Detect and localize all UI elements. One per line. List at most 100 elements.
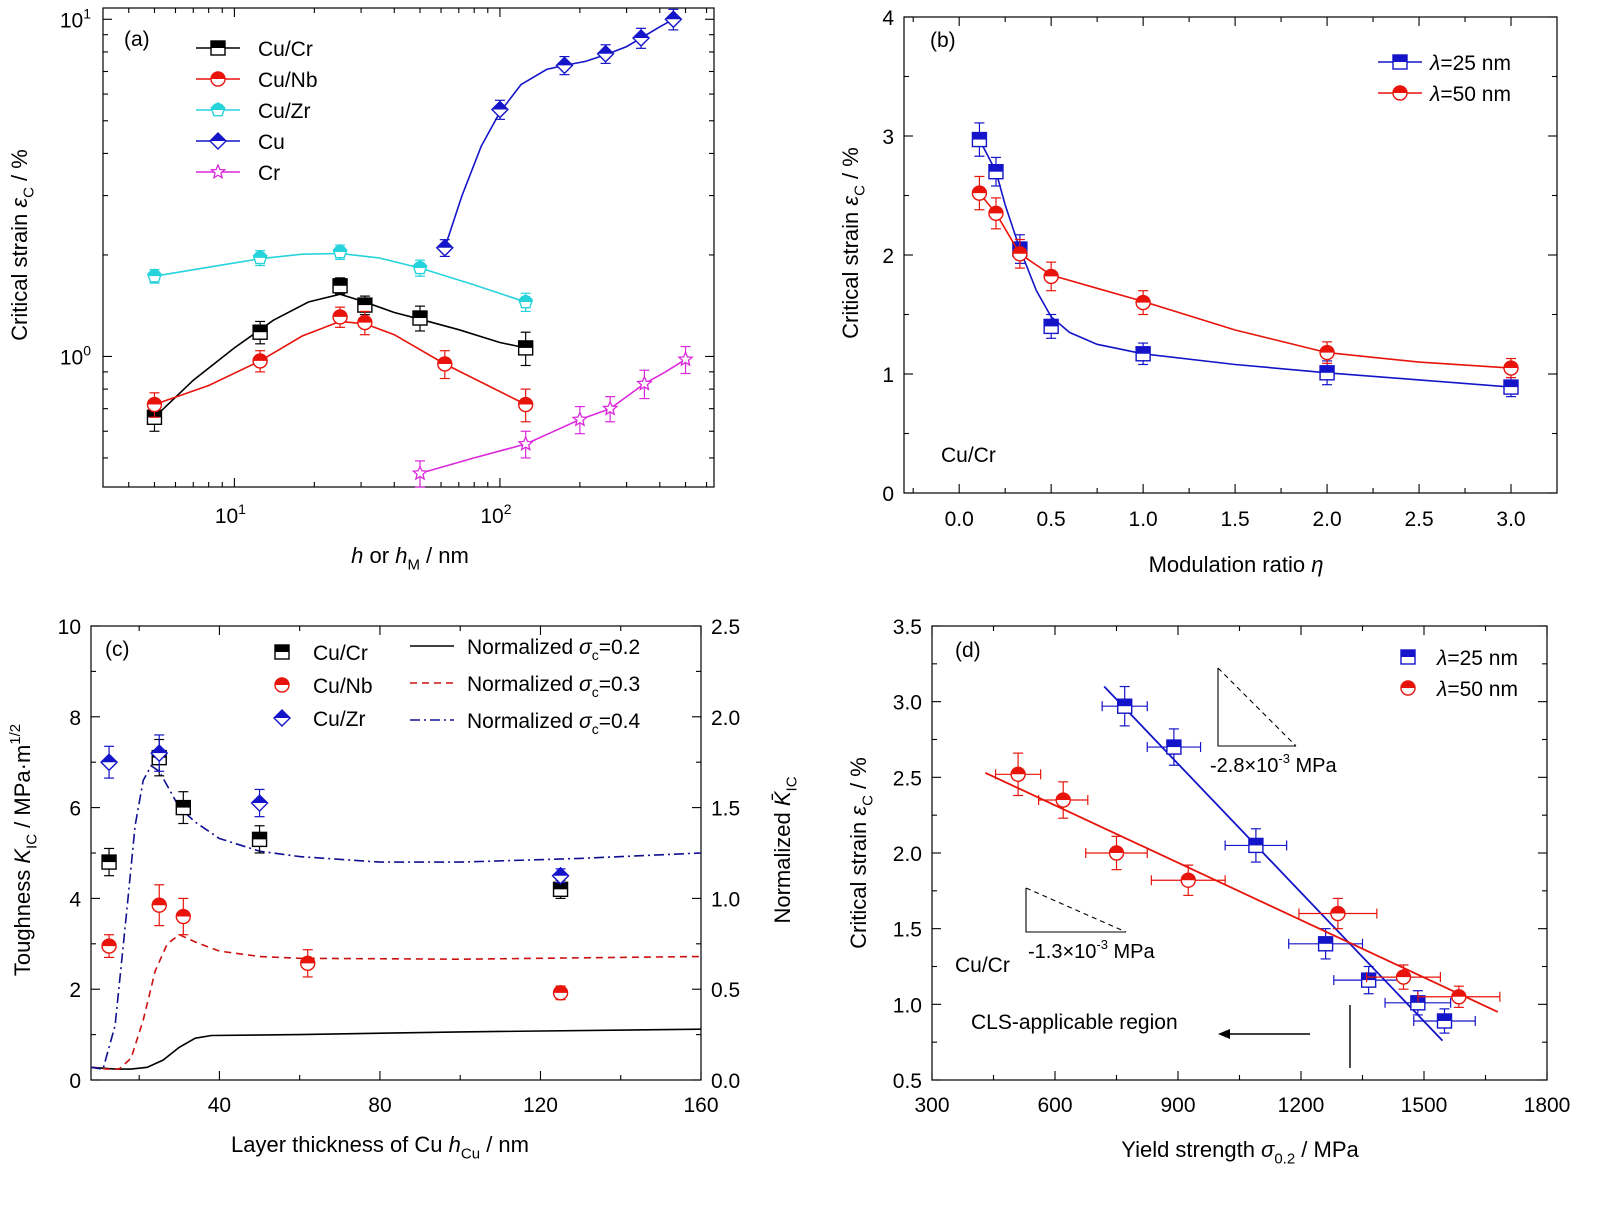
legend-item [196,102,240,117]
data-point [551,866,570,885]
data-point [1330,905,1346,922]
legend-text: Normalized [467,673,579,696]
legend-marker [274,644,290,660]
legend-symbol: σ [579,673,593,696]
x-tick-label: 900 [1160,1094,1195,1117]
y-tick-label: 1.5 [893,919,922,942]
legend-marker [1400,649,1416,665]
data-point [1248,837,1264,854]
x-tick-label: 80 [368,1094,391,1117]
data-point [677,350,694,367]
legend-subscript: c [592,721,599,737]
marker-fill [211,103,225,110]
y-tick-label: 1 [882,364,894,387]
marker-fill [210,133,226,141]
fit-line [1103,685,1444,1042]
marker-fill [147,269,162,277]
label-subscript: Cu [461,1146,480,1163]
marker-fill [1248,838,1263,846]
y-tick-label: 4 [69,888,81,911]
data-point [632,28,651,47]
marker-fill [253,325,268,333]
series-curve [419,358,686,475]
y-tick-label: 100 [60,342,91,369]
label-italic: h [351,543,363,568]
marker-fill [147,397,162,405]
marker-fill [253,353,268,361]
legend-symbol: λ [1429,83,1440,106]
y2-axis-label: Normalized K̄IC [770,776,801,923]
label-text: Toughness [10,864,35,977]
marker-fill [1396,970,1411,978]
marker-fill [1166,740,1181,748]
label-text: Normalized [770,806,795,923]
series-cu-cr [101,738,569,900]
tick-exponent: 1 [83,5,91,21]
marker-outline [571,410,589,427]
legend-marker [209,163,227,180]
marker-fill [1318,936,1333,944]
data-point [490,100,509,119]
legend-label: Cr [258,162,280,185]
y-tick-label: 1.0 [893,994,922,1017]
slope-label-red: -1.3×10-3 MPa [1028,937,1156,963]
marker-fill [412,260,427,268]
x-axis-label: Modulation ratio η [1149,552,1324,577]
data-point [988,163,1004,180]
data-point [1395,969,1412,985]
data-point [601,400,619,416]
marker-fill [665,11,682,20]
legend-text: =0.4 [599,710,641,733]
tick-base: 10 [60,346,83,369]
slope-triangle-blue-hyp [1217,667,1297,747]
legend-label: Cu/Cr [258,38,313,61]
label-text: / nm [480,1132,529,1157]
y-tick-label: 3 [882,126,894,149]
slope-exponent: -3 [1096,937,1108,952]
data-point [971,185,988,201]
legend-label: λ=50 nm [1429,83,1511,106]
label-text: or [363,543,395,568]
data-point [332,278,348,294]
marker-fill [357,298,372,306]
data-point [1166,739,1182,755]
label-text: / MPa [1295,1137,1359,1162]
data-point [1360,972,1377,988]
series-cu-nb [101,884,569,1001]
marker-fill [1330,906,1345,914]
label-subscript: IC [784,776,801,791]
x-tick-label: 120 [523,1094,558,1117]
marker-fill [1044,319,1059,327]
marker-fill [518,340,533,348]
legend-label: Cu/Zr [258,100,311,123]
panel-annotation: Cu/Cr [941,444,996,467]
data-point [101,854,117,870]
data-point [988,205,1004,222]
y2-tick-label: 1.0 [711,888,740,911]
marker-fill [437,356,452,364]
legend-item [196,71,240,87]
marker-outline [209,163,227,180]
data-point [571,410,589,427]
y-tick-label: 2 [882,245,894,268]
series-curve [978,139,1512,388]
series-curve [154,320,527,406]
data-point [1043,268,1059,285]
marker-fill [252,832,267,840]
legend-marker [210,71,226,87]
legend-marker [210,40,226,56]
label-text: Layer thickness of Cu [231,1132,449,1157]
marker-fill [1393,86,1407,93]
marker-fill [176,800,191,808]
label-subscript: IC [24,834,41,849]
plot-frame [102,7,715,488]
y-axis-label: Critical strain εC / % [846,757,877,949]
data-point [664,10,683,29]
marker-fill [988,206,1003,214]
data-point [1180,872,1196,888]
tick-exponent: 1 [238,501,246,517]
marker-fill [1401,681,1415,688]
panel-c: 40 80 120 160 0 2 4 6 8 10 0.0 0.5 1.0 1.5 2.0 2.5 Layer… [7,616,801,1163]
legend-subscript: c [592,684,599,700]
marker-fill [1320,365,1335,373]
